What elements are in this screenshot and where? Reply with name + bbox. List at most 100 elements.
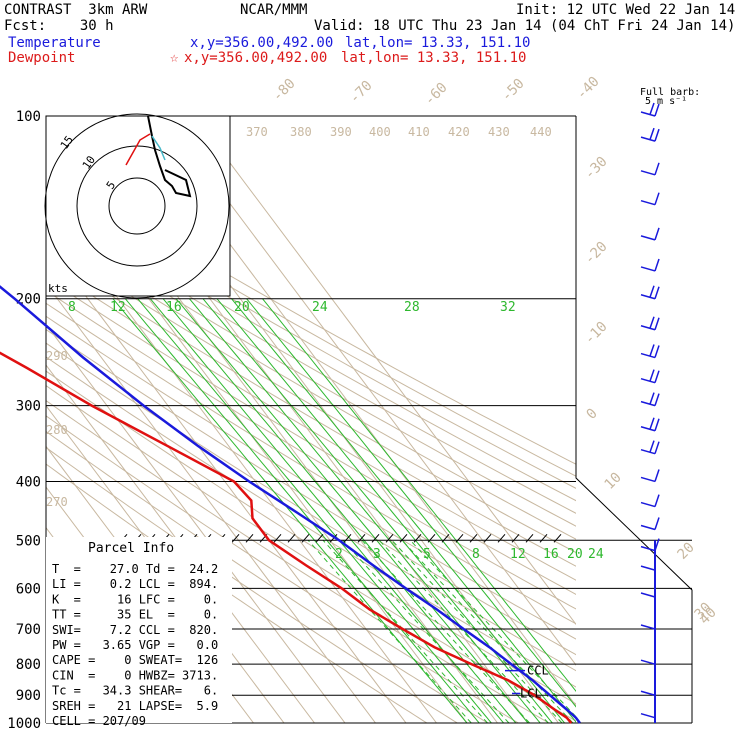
theta-label: 270 — [46, 495, 68, 509]
wind-barb-staff — [640, 448, 656, 455]
hatch-mark — [525, 533, 534, 543]
hatch-mark — [413, 533, 422, 543]
theta-label: 400 — [369, 125, 391, 139]
wind-barb-staff — [640, 199, 656, 206]
wind-barb — [640, 712, 656, 719]
temperature-coords: x,y=356.00,492.00 — [190, 35, 334, 51]
dry-adiabat — [46, 218, 576, 527]
mixing-ratio-line — [378, 539, 549, 723]
pressure-tick-500: 500 — [16, 533, 41, 549]
moist-adiabat — [202, 298, 553, 723]
moist-adiabat — [246, 298, 576, 708]
parcel-title: Parcel Info — [88, 541, 174, 556]
wind-barb-staff — [640, 352, 656, 359]
moist-adiabat — [262, 298, 576, 692]
pressure-tick-600: 600 — [16, 581, 41, 597]
isotherm-label: -70 — [347, 78, 376, 107]
barb-legend-line1: Full barb: — [640, 87, 700, 98]
mixing-ratio-label: 16 — [543, 547, 559, 562]
wind-barb-flag — [654, 418, 660, 431]
pressure-tick-900: 900 — [16, 688, 41, 704]
wind-barb-flag — [654, 258, 660, 272]
wind-barb-flag — [654, 128, 660, 142]
wind-barb-flag — [654, 103, 660, 117]
hatch-mark — [287, 533, 296, 543]
wind-barb — [640, 344, 660, 359]
hatch-mark — [315, 533, 324, 543]
isotherm-label: -80 — [270, 76, 299, 105]
theta-label: 440 — [530, 125, 552, 139]
isotherm-line — [46, 364, 315, 723]
header-init: Init: 12 UTC Wed 22 Jan 14 — [516, 2, 736, 18]
wind-barb-staff — [640, 565, 656, 571]
theta-label: 290 — [46, 349, 68, 363]
lcl-label: LCL — [520, 686, 542, 700]
mixing-ratio-line — [361, 539, 530, 723]
theta-e-label: 20 — [234, 300, 250, 315]
hodograph-ring-15: 15 — [58, 133, 76, 151]
parcel-row: T = 27.0 Td = 24.2 — [52, 562, 218, 576]
isotherm-label: -20 — [582, 239, 611, 268]
pressure-tick-400: 400 — [16, 474, 41, 490]
dewpoint-latlon: lat,lon= 13.33, 151.10 — [341, 50, 527, 66]
mixing-ratio-line — [409, 539, 576, 718]
wind-barb-staff — [640, 712, 656, 719]
theta-label: 280 — [46, 423, 68, 437]
wind-barb-flag — [654, 227, 660, 241]
moist-adiabat — [189, 298, 541, 723]
wind-barb-staff — [640, 524, 656, 531]
dry-adiabat — [46, 415, 519, 723]
wind-barb-staff — [640, 266, 656, 272]
dry-adiabat — [46, 302, 576, 625]
isotherm-label: 20 — [675, 540, 698, 563]
wind-barb-flag — [654, 162, 660, 176]
parcel-row: CIN = 0 HWBZ= 3713. — [52, 668, 218, 682]
hatch-mark — [441, 533, 450, 543]
dry-adiabat — [46, 289, 576, 610]
wind-barb-flag — [649, 127, 655, 140]
isotherm-label: 10 — [602, 470, 625, 493]
mixing-ratio-line — [307, 539, 472, 723]
dry-adiabat — [46, 196, 576, 502]
isotherm-line — [194, 116, 576, 626]
pressure-tick-300: 300 — [16, 399, 41, 415]
dewpoint-label: Dewpoint — [8, 50, 76, 66]
temperature-label: Temperature — [8, 35, 101, 51]
dry-adiabat — [46, 399, 550, 723]
wind-barb-staff — [640, 624, 656, 630]
pressure-tick-100: 100 — [16, 109, 41, 125]
wind-barb-staff — [640, 170, 656, 176]
hatch-mark — [329, 533, 338, 543]
wind-barb — [640, 624, 656, 630]
temperature-latlon: lat,lon= 13.33, 151.10 — [345, 35, 531, 51]
wind-barb-flag — [654, 441, 660, 454]
wind-barb — [640, 102, 660, 117]
wind-barb-staff — [640, 545, 656, 552]
wind-barb — [640, 690, 656, 696]
dry-adiabat — [46, 356, 576, 688]
parcel-row: SWI= 7.2 CCL = 820. — [52, 623, 218, 637]
theta-e-label: 16 — [166, 300, 182, 315]
parcel-row: Tc = 34.3 SHEAR= 6. — [52, 684, 218, 698]
dry-adiabat — [46, 430, 489, 723]
hatch-mark — [497, 533, 506, 543]
mixing-ratio-line — [322, 539, 488, 723]
mixing-ratio-label: 2 — [335, 547, 343, 562]
parcel-row: SREH = 21 LAPSE= 5.9 — [52, 699, 218, 713]
mixing-ratio-label: 12 — [510, 547, 526, 562]
wind-barb — [640, 369, 660, 384]
hatch-mark — [483, 533, 492, 543]
wind-barb — [640, 227, 660, 241]
isotherm-label: -10 — [582, 319, 611, 348]
wind-barb-flag — [649, 285, 655, 298]
parcel-row: PW = 3.65 VGP = 0.0 — [52, 638, 218, 652]
wind-barb-flag — [649, 417, 655, 430]
hodograph: 5 10 15 kts — [44, 113, 231, 299]
dry-adiabat — [46, 328, 576, 656]
dry-adiabat — [46, 241, 576, 554]
barb-legend-line2: 5 m s⁻¹ — [645, 96, 687, 107]
wind-barb-flag — [654, 370, 660, 383]
theta-e-label: 12 — [110, 300, 126, 315]
wind-barb — [640, 316, 660, 331]
wind-barb-staff — [640, 690, 656, 696]
